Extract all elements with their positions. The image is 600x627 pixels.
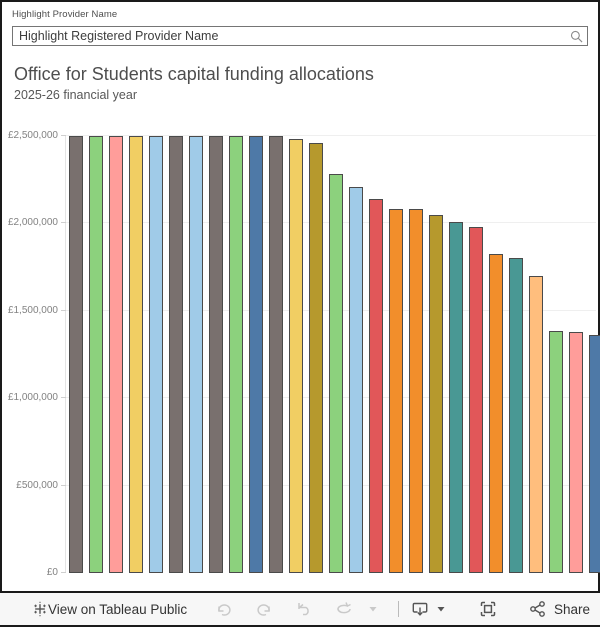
bar[interactable]: [589, 335, 600, 573]
fullscreen-icon: [478, 599, 498, 619]
y-axis-tick-label: £500,000: [16, 479, 58, 491]
plot-area: £0 £500,000 £1,000,000 £1,500,000 £2,000,000…: [2, 130, 600, 578]
y-axis-tick-label: £1,500,000: [7, 304, 58, 316]
bar[interactable]: [269, 135, 283, 573]
bar[interactable]: [129, 135, 143, 573]
viz-container: Highlight Provider Name Office for Stude…: [0, 0, 600, 593]
y-axis-tick-mark: [61, 222, 66, 223]
bar[interactable]: [69, 135, 83, 573]
bar[interactable]: [329, 174, 343, 573]
chart-subtitle: 2025-26 financial year: [14, 88, 137, 102]
revert-icon: [294, 599, 314, 619]
y-axis-tick-label: £2,000,000: [7, 217, 58, 228]
gridline: [66, 134, 596, 136]
bar[interactable]: [89, 135, 103, 573]
view-on-tableau-public-label: View on Tableau Public: [48, 601, 188, 617]
y-axis-tick-mark: [61, 134, 66, 136]
refresh-icon: [334, 599, 354, 619]
chart-title: Office for Students capital funding allo…: [14, 64, 374, 84]
filter-label: Highlight Provider Name: [12, 9, 118, 20]
bar[interactable]: [229, 135, 243, 573]
download-menu-button[interactable]: [436, 602, 446, 617]
search-icon: [570, 30, 583, 43]
refresh-menu-button[interactable]: [368, 602, 378, 617]
y-axis-tick-mark: [61, 484, 66, 486]
y-axis-tick-label: £2,500,000: [7, 129, 58, 141]
bar[interactable]: [369, 199, 383, 573]
y-axis-tick-mark: [61, 397, 66, 398]
bar[interactable]: [209, 135, 223, 573]
share-button[interactable]: Share: [528, 599, 590, 619]
bar[interactable]: [509, 258, 523, 573]
bar[interactable]: [489, 253, 503, 573]
tableau-logo-icon: [32, 601, 48, 617]
bar[interactable]: [149, 135, 163, 573]
bar[interactable]: [569, 332, 583, 573]
download-icon: [410, 599, 430, 619]
bar[interactable]: [429, 215, 443, 573]
tableau-toolbar: View on Tableau Public: [0, 593, 600, 627]
redo-button[interactable]: [254, 599, 274, 619]
view-on-tableau-public-button[interactable]: View on Tableau Public: [32, 601, 187, 617]
y-axis-tick-label: £0: [46, 567, 58, 578]
bar[interactable]: [529, 275, 543, 573]
bar[interactable]: [249, 135, 263, 573]
bar-series: [66, 135, 600, 573]
bar[interactable]: [289, 139, 303, 573]
y-axis-line: [65, 135, 66, 573]
bar[interactable]: [169, 135, 183, 573]
share-icon: [528, 599, 548, 619]
download-button[interactable]: [410, 599, 430, 619]
provider-search-input[interactable]: [12, 26, 588, 46]
bar[interactable]: [449, 222, 463, 573]
bar[interactable]: [409, 209, 423, 573]
bar[interactable]: [469, 227, 483, 573]
revert-button[interactable]: [294, 599, 314, 619]
download-caret-icon: [436, 602, 446, 617]
bar[interactable]: [109, 135, 123, 573]
bar[interactable]: [349, 187, 363, 573]
y-axis-tick-mark: [61, 309, 66, 311]
bar[interactable]: [189, 135, 203, 573]
bar[interactable]: [549, 330, 563, 573]
undo-icon: [214, 599, 234, 619]
bar[interactable]: [309, 143, 323, 573]
y-axis-tick-label: £1,000,000: [7, 392, 58, 403]
y-axis-tick-mark: [61, 572, 66, 573]
caret-down-icon: [368, 602, 378, 617]
redo-icon: [254, 599, 274, 619]
fullscreen-button[interactable]: [478, 599, 498, 619]
refresh-button[interactable]: [334, 599, 354, 619]
share-label: Share: [554, 601, 591, 617]
bar[interactable]: [389, 209, 403, 573]
toolbar-divider: [398, 601, 399, 617]
undo-button[interactable]: [214, 599, 234, 619]
